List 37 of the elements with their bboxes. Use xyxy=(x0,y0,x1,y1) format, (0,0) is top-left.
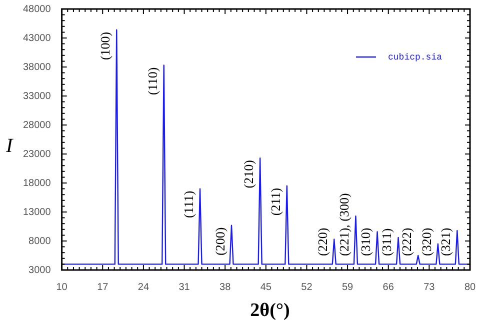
y-tick-label: 3000 xyxy=(28,264,52,276)
y-tick-label: 43000 xyxy=(22,32,52,44)
x-tick-label: 73 xyxy=(424,282,436,293)
annotation: (222) xyxy=(399,228,414,256)
x-tick-label: 10 xyxy=(56,282,68,293)
annotation: (221), (300) xyxy=(336,193,352,256)
y-tick-label: 18000 xyxy=(22,178,52,189)
annotation: (310) xyxy=(358,228,374,256)
annotation: (220) xyxy=(315,228,330,256)
y-tick-label: 23000 xyxy=(22,148,52,160)
annotation: (111) xyxy=(180,190,196,218)
x-tick-label: 38 xyxy=(220,282,232,293)
annotation: (211) xyxy=(268,188,283,216)
x-axis-title: 2θ(°) xyxy=(249,300,291,322)
y-tick-label: 28000 xyxy=(22,120,52,131)
annotation: (320) xyxy=(418,228,434,256)
y-tick-label: 13000 xyxy=(22,206,52,218)
annotation: (100) xyxy=(98,32,113,60)
x-tick-label: 17 xyxy=(97,282,109,293)
y-tick-label: 48000 xyxy=(22,4,52,15)
annotation: (110) xyxy=(144,67,160,95)
x-tick-label: 24 xyxy=(138,282,150,293)
y-axis-title: I xyxy=(6,135,13,158)
annotation: (200) xyxy=(212,227,228,256)
x-tick-label: 59 xyxy=(342,282,354,293)
y-tick-label: 33000 xyxy=(22,90,52,102)
x-tick-label: 66 xyxy=(382,282,394,293)
x-tick-label: 31 xyxy=(178,282,190,293)
legend-label: cubicp.sia xyxy=(388,52,443,62)
annotation: (321) xyxy=(438,228,454,256)
x-tick-label: 52 xyxy=(301,282,313,293)
annotation: (311) xyxy=(379,228,394,256)
annotation: (210) xyxy=(240,160,256,188)
x-tick-label: 80 xyxy=(464,282,476,293)
y-tick-label: 38000 xyxy=(22,62,52,73)
y-tick-label: 8000 xyxy=(28,236,52,247)
x-tick-label: 45 xyxy=(260,282,272,293)
